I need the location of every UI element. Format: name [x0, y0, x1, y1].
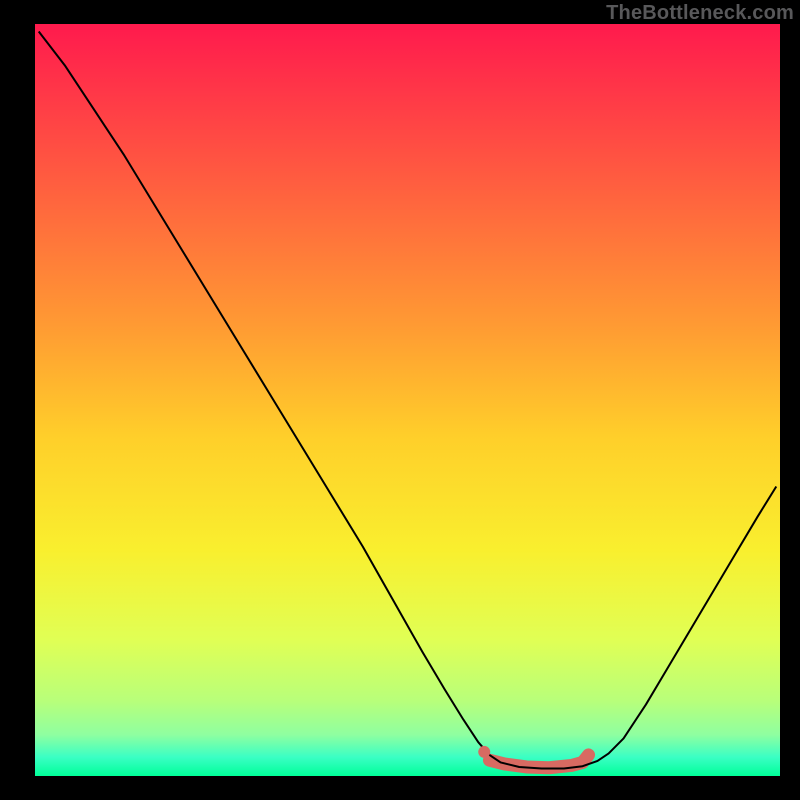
watermark-text: TheBottleneck.com [606, 2, 794, 25]
bottleneck-chart [35, 24, 780, 776]
chart-background [35, 24, 780, 776]
chart-container: TheBottleneck.com [0, 0, 800, 800]
current-point-marker [478, 746, 490, 758]
